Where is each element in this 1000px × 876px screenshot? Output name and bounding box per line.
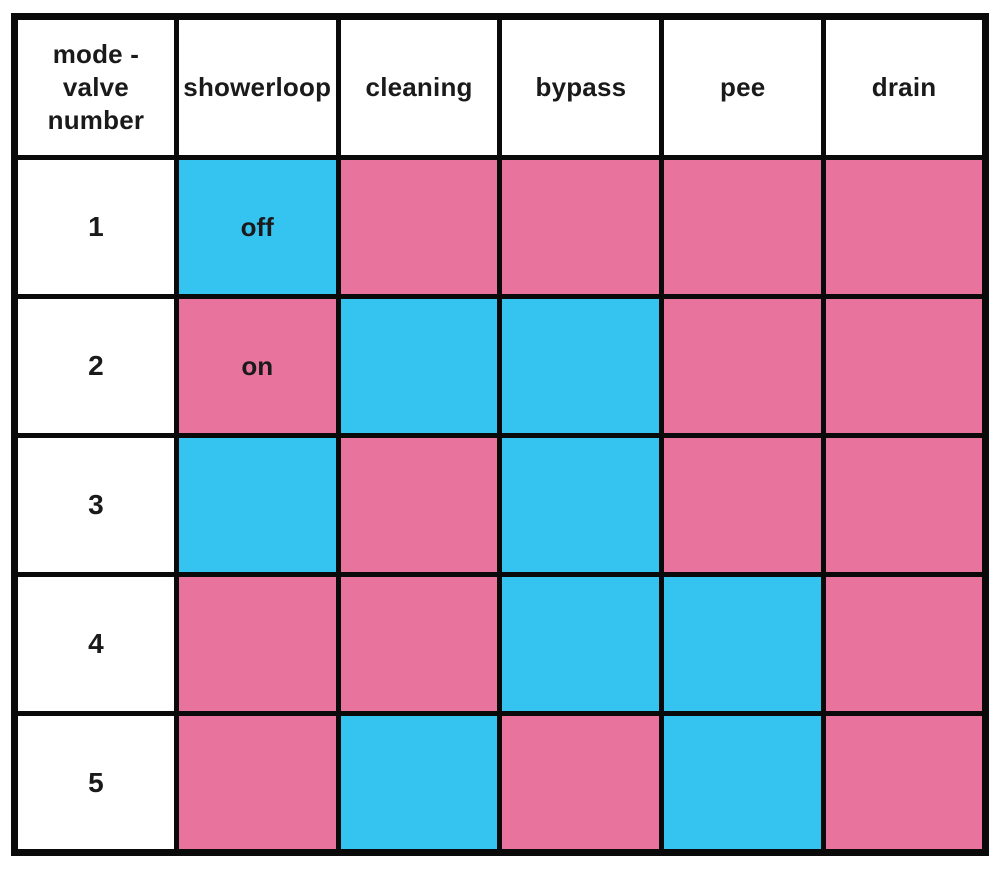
table-row-valve-4: 4 <box>12 572 988 716</box>
row-header-valve-number: 2 <box>12 294 179 438</box>
row-header-valve-number: 3 <box>12 433 179 577</box>
cell-state-label: on <box>241 350 274 381</box>
state-cell <box>335 711 503 855</box>
state-cell <box>335 572 503 716</box>
state-cell <box>821 294 988 438</box>
state-cell <box>821 155 988 299</box>
state-cell <box>659 572 827 716</box>
state-cell <box>173 711 341 855</box>
state-cell <box>497 433 665 577</box>
valve-mode-table: mode - valve number showerloop cleaning … <box>11 13 989 856</box>
corner-header-line: mode - <box>52 38 140 69</box>
corner-header: mode - valve number <box>12 14 179 160</box>
column-header-showerloop: showerloop <box>173 14 341 160</box>
row-header-valve-number: 1 <box>12 155 179 299</box>
row-header-valve-number: 4 <box>12 572 179 716</box>
state-cell <box>497 294 665 438</box>
state-cell <box>335 294 503 438</box>
column-header-bypass: bypass <box>497 14 665 160</box>
column-header-cleaning: cleaning <box>335 14 503 160</box>
state-cell <box>173 572 341 716</box>
state-cell <box>659 155 827 299</box>
state-cell <box>659 294 827 438</box>
state-cell <box>821 572 988 716</box>
header-row: mode - valve number showerloop cleaning … <box>12 14 988 160</box>
state-cell <box>659 433 827 577</box>
state-cell <box>659 711 827 855</box>
table-row-valve-5: 5 <box>12 711 988 855</box>
corner-header-line: number <box>47 105 145 136</box>
state-cell <box>497 572 665 716</box>
state-cell <box>173 433 341 577</box>
table-row-valve-3: 3 <box>12 433 988 577</box>
state-cell <box>497 155 665 299</box>
column-header-pee: pee <box>659 14 827 160</box>
state-cell: off <box>173 155 341 299</box>
row-header-valve-number: 5 <box>12 711 179 855</box>
state-cell <box>497 711 665 855</box>
table-row-valve-1: 1 off <box>12 155 988 299</box>
state-cell <box>821 711 988 855</box>
state-cell <box>335 155 503 299</box>
state-cell <box>335 433 503 577</box>
state-cell <box>821 433 988 577</box>
table-row-valve-2: 2 on <box>12 294 988 438</box>
state-cell: on <box>173 294 341 438</box>
cell-state-label: off <box>240 211 274 242</box>
column-header-drain: drain <box>821 14 988 160</box>
corner-header-line: valve <box>62 71 129 102</box>
